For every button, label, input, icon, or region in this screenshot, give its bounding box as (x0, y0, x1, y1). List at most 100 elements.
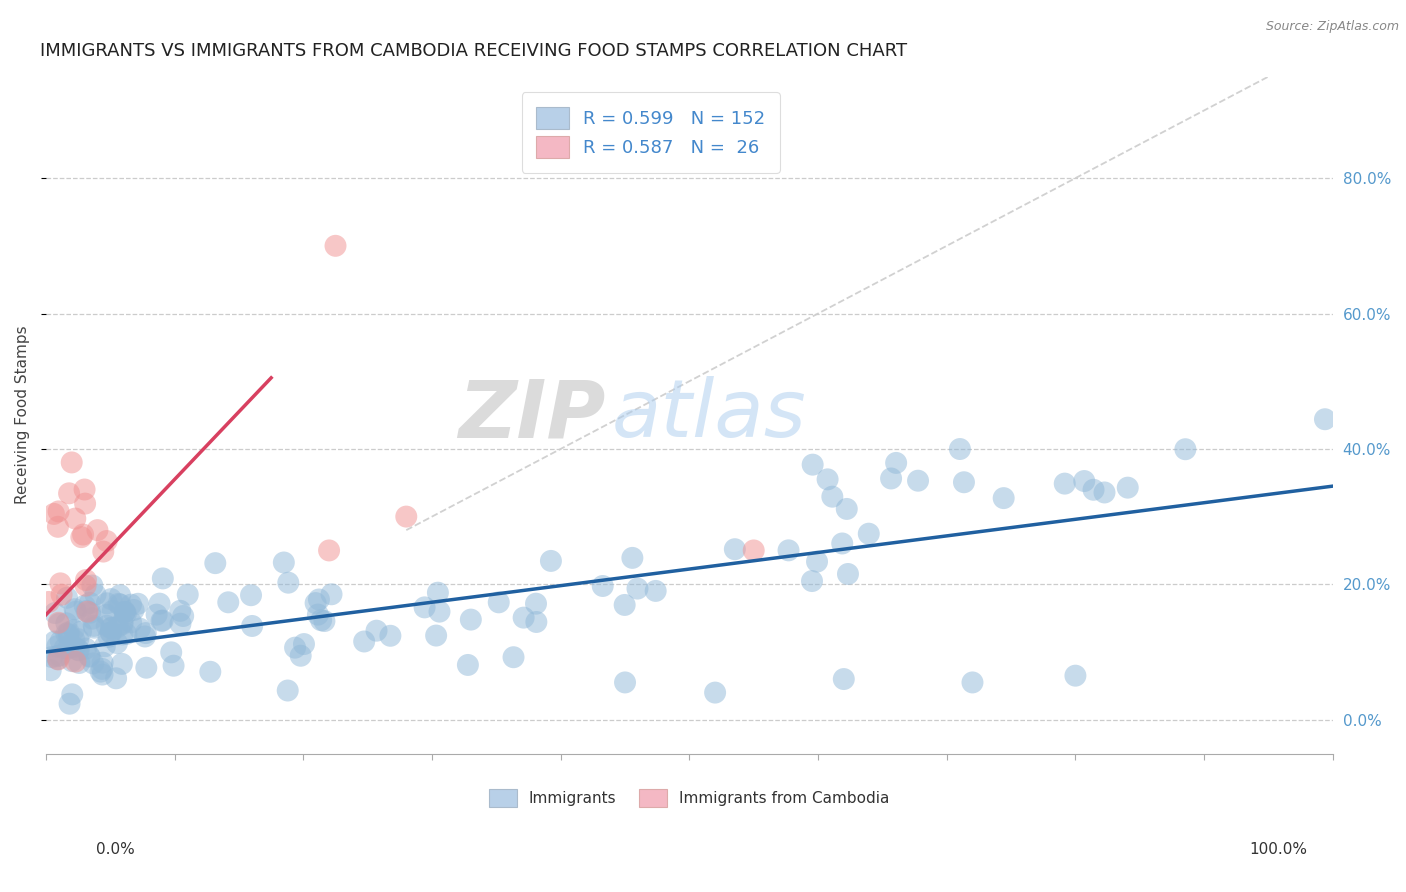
Point (75, 579, 97, 593)
Point (832, 672, 855, 686)
Point (62, 623, 84, 637)
Point (907, 474, 929, 488)
Point (395, 509, 418, 524)
Point (63, 602, 86, 616)
Point (240, 588, 263, 602)
Point (58, 625, 80, 640)
Point (644, 583, 666, 598)
Point (96, 596, 118, 610)
Text: Source: ZipAtlas.com: Source: ZipAtlas.com (1265, 20, 1399, 33)
Point (48, 504, 70, 518)
Point (831, 536, 853, 550)
Point (73, 483, 96, 497)
Text: 0.0%: 0.0% (96, 842, 135, 856)
Point (120, 598, 142, 612)
Point (91, 544, 114, 558)
Point (806, 555, 828, 569)
Point (67, 642, 90, 657)
Point (58, 697, 80, 711)
Point (778, 543, 800, 558)
Point (65, 605, 87, 619)
Point (120, 615, 142, 630)
Point (1073, 474, 1095, 488)
Point (84, 587, 107, 601)
Point (67, 632, 90, 647)
Point (724, 542, 747, 557)
Point (172, 609, 194, 624)
Point (46, 652, 69, 666)
Point (114, 605, 136, 619)
Point (177, 588, 200, 602)
Point (325, 239, 347, 253)
Point (150, 614, 173, 628)
Point (97, 630, 120, 644)
Point (704, 685, 727, 699)
Point (58, 486, 80, 500)
Point (512, 610, 534, 624)
Point (70, 624, 93, 639)
Point (128, 622, 150, 636)
Point (115, 607, 138, 621)
Point (309, 613, 332, 627)
Point (953, 475, 976, 490)
Point (100, 621, 122, 635)
Point (308, 592, 330, 607)
Point (284, 640, 307, 655)
Point (273, 556, 295, 570)
Point (621, 550, 644, 565)
Point (277, 575, 299, 590)
Point (41, 650, 63, 665)
Point (56, 641, 79, 656)
Point (63, 633, 86, 648)
Point (307, 607, 329, 622)
Point (65, 511, 87, 525)
Point (1116, 481, 1139, 495)
Point (73, 599, 96, 613)
Point (277, 683, 299, 698)
Point (1094, 485, 1116, 500)
Point (488, 595, 510, 609)
Point (162, 658, 184, 673)
Point (993, 491, 1015, 505)
Point (949, 442, 972, 456)
Point (82, 657, 104, 671)
Point (962, 675, 984, 690)
Point (82, 578, 104, 592)
Point (42, 507, 65, 521)
Point (82, 612, 104, 626)
Point (135, 661, 157, 675)
Point (72, 527, 94, 541)
Point (79, 596, 101, 610)
Point (107, 597, 129, 611)
Point (152, 571, 174, 585)
Point (880, 471, 903, 485)
Point (145, 607, 167, 622)
Point (44, 634, 66, 648)
Point (75, 641, 97, 656)
Point (91, 656, 114, 670)
Point (1064, 668, 1087, 682)
Point (742, 543, 765, 558)
Point (353, 634, 375, 648)
Point (540, 554, 562, 568)
Point (105, 636, 128, 650)
Point (321, 587, 343, 601)
Point (45, 649, 67, 664)
Point (67, 643, 90, 657)
Point (314, 614, 336, 628)
Point (425, 629, 447, 643)
Text: atlas: atlas (612, 376, 807, 454)
Point (48, 617, 70, 632)
Point (884, 456, 907, 470)
Text: IMMIGRANTS VS IMMIGRANTS FROM CAMBODIA RECEIVING FOOD STAMPS CORRELATION CHART: IMMIGRANTS VS IMMIGRANTS FROM CAMBODIA R… (39, 42, 907, 60)
Point (101, 604, 124, 618)
Point (56, 591, 79, 605)
Point (67, 656, 90, 670)
Point (58, 627, 80, 641)
Point (100, 621, 122, 635)
Point (801, 458, 824, 472)
Point (426, 585, 449, 599)
Point (1083, 483, 1105, 497)
Point (366, 624, 388, 638)
Text: 100.0%: 100.0% (1250, 842, 1308, 856)
